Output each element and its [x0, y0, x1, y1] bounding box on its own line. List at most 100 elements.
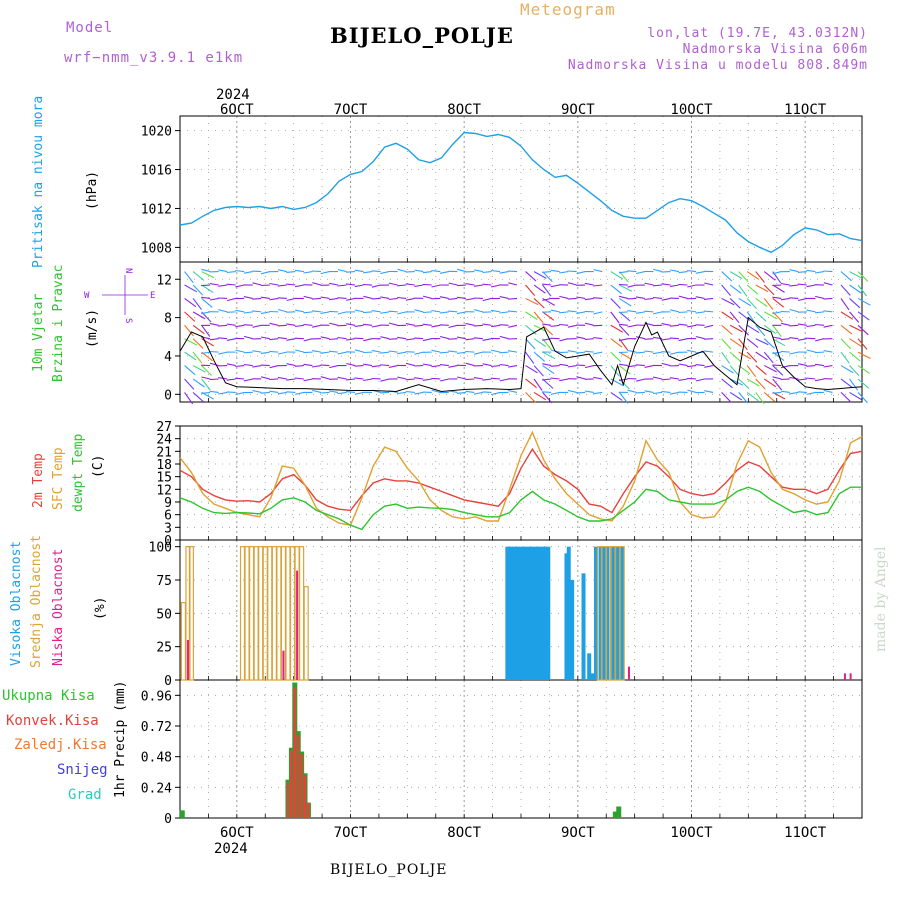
wind-barb — [644, 338, 654, 340]
wind-barb — [201, 324, 211, 337]
wind-barb — [593, 391, 603, 395]
wind-barb — [857, 324, 869, 336]
mid-cloud-bar — [244, 546, 250, 681]
wind-barb — [593, 351, 603, 355]
wind-barb — [499, 311, 509, 314]
wind-barb — [192, 271, 205, 281]
wind-barb — [738, 271, 749, 283]
wind-barb — [823, 310, 833, 313]
conv-precip-label: Konvek.Kisa — [6, 713, 99, 729]
compass-s: S — [123, 318, 133, 323]
wind-barb — [678, 338, 688, 342]
wind-barb — [269, 322, 279, 326]
wind-barb — [269, 390, 279, 393]
wind-barb — [405, 323, 415, 326]
wind-barb — [576, 364, 586, 367]
high-cloud-bar — [529, 546, 534, 680]
wind-barb — [695, 335, 705, 340]
wind-barb — [363, 271, 373, 274]
wind-barb — [755, 351, 768, 361]
wind-barb — [797, 283, 807, 286]
wind-barb — [192, 284, 204, 296]
bottom-day-label: 9OCT — [561, 825, 595, 841]
wind-barb — [704, 390, 714, 393]
wind-barb — [414, 284, 424, 287]
wind-barb — [738, 392, 749, 404]
wind-barb — [465, 390, 475, 393]
wind-barb — [405, 378, 415, 381]
wind-barb — [738, 297, 751, 307]
wind-barb — [849, 311, 860, 323]
wind-barb — [431, 284, 441, 288]
high-cloud-bar — [594, 546, 599, 680]
wind-barb — [840, 378, 853, 388]
compass-e: E — [150, 291, 155, 301]
wind-barb — [388, 310, 398, 313]
wind-barb — [431, 377, 441, 380]
wind-barb — [422, 295, 432, 299]
wind-barb — [201, 391, 211, 394]
wind-barb — [397, 311, 407, 315]
wind-barb — [567, 270, 577, 273]
wind-barb — [397, 376, 407, 380]
wind-barb — [653, 311, 663, 315]
wind-barb — [823, 324, 833, 328]
wind-barb — [619, 284, 633, 292]
wind-barb — [294, 269, 304, 273]
wind-barb — [431, 270, 441, 273]
wind-barb — [695, 378, 705, 382]
wind-barb — [303, 363, 313, 367]
wind-barb — [473, 337, 483, 340]
wind-barb — [533, 311, 544, 323]
wind-barb — [721, 284, 732, 297]
wind-barb — [721, 378, 733, 389]
wind-barb — [354, 365, 364, 367]
bottom-day-label: 11OCT — [784, 825, 827, 841]
wind-barb — [550, 309, 560, 313]
wind-barb — [465, 338, 475, 341]
wind-barb — [405, 271, 415, 273]
wind-barb — [465, 350, 475, 353]
y-tick-label: 1020 — [141, 125, 172, 140]
wind-barb — [610, 271, 623, 280]
y-tick-label: 0 — [164, 674, 172, 689]
snow-label: Snijeg — [57, 762, 108, 778]
wind-barb — [329, 365, 339, 369]
wind-barb — [346, 297, 356, 301]
high-cloud-bar — [620, 546, 625, 680]
wind-barb — [772, 336, 782, 340]
y-tick-label: 9 — [164, 496, 172, 511]
wind-barb — [678, 378, 688, 381]
wind-barb — [635, 296, 645, 299]
wind-barb — [346, 271, 356, 273]
wind-barb — [192, 324, 205, 335]
wind-barb — [772, 296, 782, 299]
wind-barb — [294, 365, 304, 367]
wind-barb — [610, 391, 623, 401]
pressure-line — [179, 131, 863, 254]
high-cloud-bar — [522, 546, 527, 680]
wind-barb — [627, 324, 637, 328]
wind-barb — [610, 298, 621, 309]
wind-barb — [312, 389, 322, 393]
wind-barb — [405, 390, 415, 393]
wind-barb — [405, 362, 415, 367]
wind-barb — [192, 338, 204, 349]
wind-barb — [806, 284, 816, 288]
wind-barb — [346, 338, 356, 341]
wind-barb — [559, 363, 569, 367]
wind-barb — [192, 298, 202, 310]
wind-barb — [627, 270, 637, 273]
wind-barb — [678, 323, 688, 326]
high-cloud-bar — [539, 546, 544, 680]
y-tick-label: 0.72 — [141, 720, 172, 735]
wind-barb — [209, 362, 219, 367]
wind-barb — [704, 297, 714, 300]
wind-barb — [294, 284, 305, 288]
wind-barb — [312, 365, 322, 368]
wind-barb — [618, 283, 628, 286]
wind-barb — [235, 324, 245, 328]
wind-barb — [533, 324, 547, 333]
wind-barb — [525, 311, 538, 320]
wind-barb — [721, 311, 734, 321]
